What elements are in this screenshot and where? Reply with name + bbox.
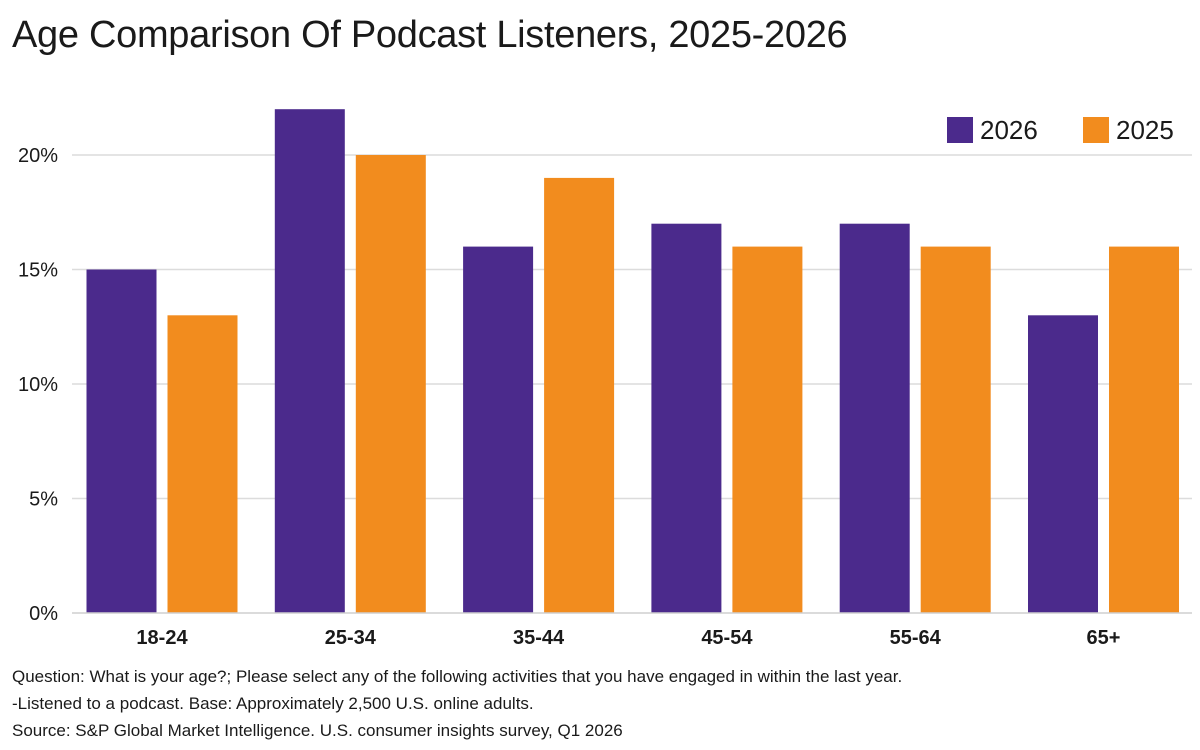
y-tick-label: 10% xyxy=(18,374,58,396)
bar-2026-18-24 xyxy=(86,269,157,613)
bar-2025-55-64 xyxy=(920,246,991,613)
x-tick-label: 35-44 xyxy=(513,627,565,649)
legend-swatch-2025 xyxy=(1083,117,1109,143)
legend-label-2025: 2025 xyxy=(1116,115,1174,145)
legend-label-2026: 2026 xyxy=(980,115,1038,145)
footnote-source: Source: S&P Global Market Intelligence. … xyxy=(12,721,623,740)
legend-swatch-2026 xyxy=(947,117,973,143)
bar-2026-55-64 xyxy=(839,223,910,613)
bar-2025-65+ xyxy=(1109,246,1179,613)
y-tick-label: 20% xyxy=(18,145,58,167)
bar-2026-45-54 xyxy=(651,223,722,613)
bar-2026-65+ xyxy=(1028,315,1098,613)
footnote-base: -Listened to a podcast. Base: Approximat… xyxy=(12,694,534,713)
chart-title: Age Comparison Of Podcast Listeners, 202… xyxy=(12,14,848,56)
bar-2025-35-44 xyxy=(544,177,615,613)
bar-2025-45-54 xyxy=(732,246,803,613)
bar-2026-25-34 xyxy=(274,109,345,613)
x-tick-label: 55-64 xyxy=(890,627,942,649)
x-tick-label: 65+ xyxy=(1087,627,1121,649)
x-tick-label: 25-34 xyxy=(325,627,377,649)
bar-2026-35-44 xyxy=(463,246,534,613)
footnote-question: Question: What is your age?; Please sele… xyxy=(12,667,903,686)
x-tick-label: 18-24 xyxy=(136,627,188,649)
y-tick-label: 15% xyxy=(18,260,58,282)
y-tick-label: 5% xyxy=(29,489,58,511)
y-tick-label: 0% xyxy=(29,603,58,625)
x-tick-label: 45-54 xyxy=(701,627,753,649)
bar-2025-25-34 xyxy=(355,155,426,613)
bar-2025-18-24 xyxy=(167,315,238,613)
